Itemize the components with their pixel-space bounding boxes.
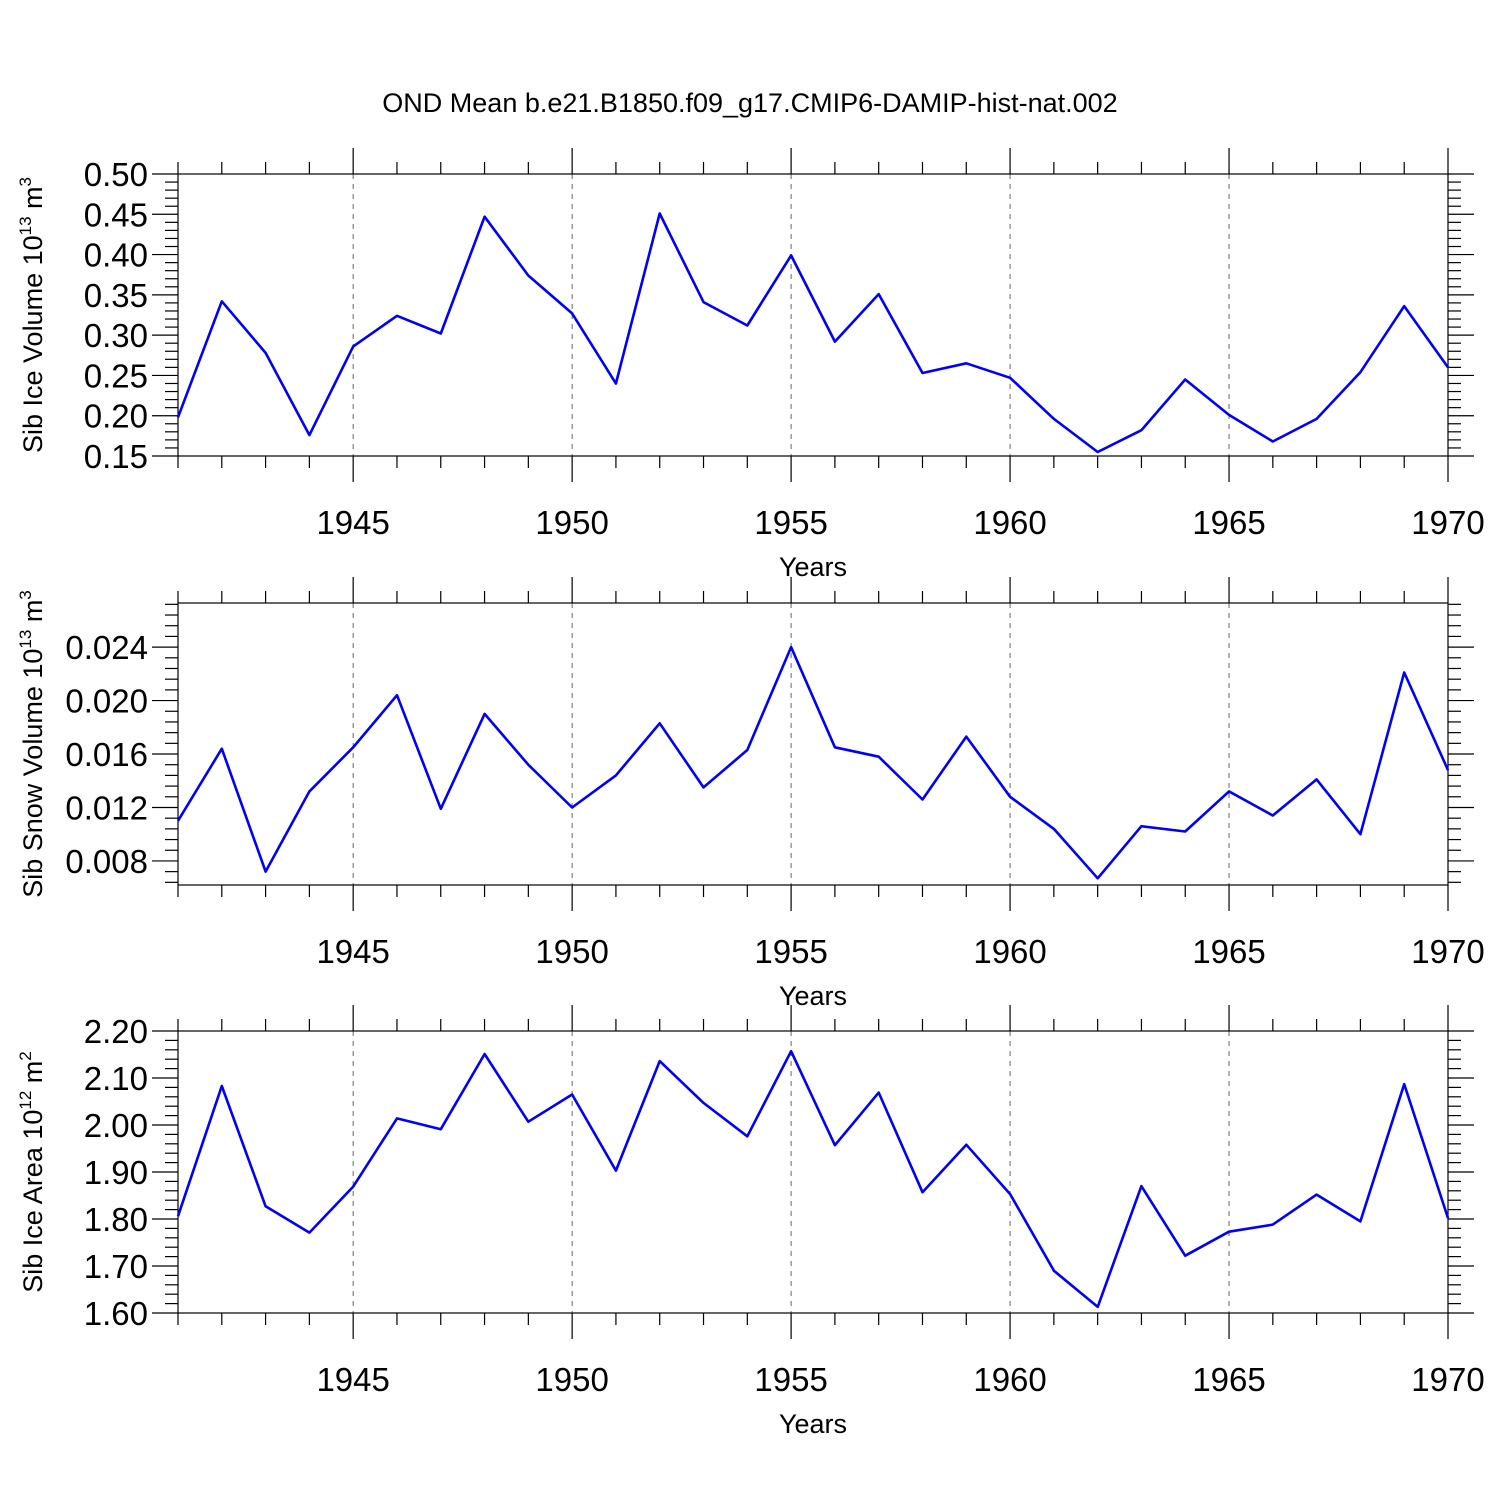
chart-panel-1: 1945 1950 1955 1960 1965 1970 0.150.20 0.250.30… bbox=[16, 148, 1485, 582]
y-tick-label: 0.020 bbox=[65, 683, 148, 720]
y-tick-label: 0.024 bbox=[65, 629, 148, 666]
x-tick-label: 1945 bbox=[316, 933, 389, 970]
y-axis-label: Sib Snow Volume 1013 m3 bbox=[16, 590, 48, 898]
x-tick-label: 1950 bbox=[535, 933, 608, 970]
y-tick-label: 1.80 bbox=[84, 1201, 148, 1238]
y-axis-label: Sib Ice Area 1012 m2 bbox=[16, 1051, 48, 1293]
x-tick-label: 1955 bbox=[754, 933, 827, 970]
series-line bbox=[176, 1049, 1450, 1309]
x-tick-label: 1965 bbox=[1192, 933, 1265, 970]
y-axis-label-text: Sib Snow Volume 10 bbox=[18, 649, 48, 898]
x-tick-label: 1950 bbox=[535, 504, 608, 541]
x-tick-label: 1970 bbox=[1411, 504, 1484, 541]
y-axis-label-exponent: 13 bbox=[16, 630, 35, 649]
x-tick-label: 1970 bbox=[1411, 1361, 1484, 1398]
figure-title: OND Mean b.e21.B1850.f09_g17.CMIP6-DAMIP… bbox=[382, 88, 1117, 118]
y-axis-label-exponent: 12 bbox=[16, 1091, 35, 1110]
x-tick-label: 1955 bbox=[754, 1361, 827, 1398]
y-axis-label-exponent: 13 bbox=[16, 216, 35, 235]
x-tick-label: 1945 bbox=[316, 504, 389, 541]
y-axis-label-text: Sib Ice Area 10 bbox=[18, 1110, 48, 1293]
y-tick-label: 1.90 bbox=[84, 1154, 148, 1191]
x-tick-label: 1970 bbox=[1411, 933, 1484, 970]
panels: 1945 1950 1955 1960 1965 1970 0.150.20 0.250.30… bbox=[16, 148, 1485, 1439]
y-tick-label: 2.10 bbox=[84, 1060, 148, 1097]
y-axis-label-text: Sib Ice Volume 10 bbox=[18, 235, 48, 453]
y-tick-label: 0.012 bbox=[65, 789, 148, 826]
y-tick-label: 0.30 bbox=[84, 317, 148, 354]
y-tick-label: 2.20 bbox=[84, 1013, 148, 1050]
y-tick-label: 0.008 bbox=[65, 843, 148, 880]
x-tick-label: 1945 bbox=[316, 1361, 389, 1398]
chart-panel-3: 1945 1950 1955 1960 1965 1970 1.60 1.70 1.80 1.90… bbox=[16, 1005, 1485, 1439]
plot-frame bbox=[177, 602, 1449, 886]
x-axis-label: Years bbox=[779, 552, 847, 582]
x-axis-label: Years bbox=[779, 1409, 847, 1439]
y-tick-label: 2.00 bbox=[84, 1107, 148, 1144]
y-tick-label: 0.45 bbox=[84, 196, 148, 233]
y-axis-label-unit-exponent: 3 bbox=[16, 177, 35, 186]
y-tick-label: 0.40 bbox=[84, 237, 148, 274]
y-tick-label: 0.20 bbox=[84, 398, 148, 435]
x-tick-label: 1965 bbox=[1192, 504, 1265, 541]
y-tick-label: 0.25 bbox=[84, 357, 148, 394]
y-tick-label: 1.70 bbox=[84, 1248, 148, 1285]
y-tick-label: 0.35 bbox=[84, 277, 148, 314]
y-tick-label: 0.15 bbox=[84, 438, 148, 475]
y-axis-label: Sib Ice Volume 1013 m3 bbox=[16, 177, 48, 453]
y-axis-label-unit: m bbox=[18, 186, 48, 216]
y-axis-label-unit-exponent: 2 bbox=[16, 1051, 35, 1060]
y-tick-label: 1.60 bbox=[84, 1295, 148, 1332]
y-tick-label: 0.016 bbox=[65, 736, 148, 773]
x-axis-label: Years bbox=[779, 981, 847, 1011]
x-tick-label: 1960 bbox=[973, 1361, 1046, 1398]
x-tick-label: 1950 bbox=[535, 1361, 608, 1398]
x-tick-label: 1960 bbox=[973, 504, 1046, 541]
chart-panel-2: 1945 1950 1955 1960 1965 1970 0.008 0.012 0.016 0… bbox=[16, 577, 1485, 1011]
series-line bbox=[176, 212, 1450, 454]
series-line bbox=[176, 645, 1450, 880]
x-tick-label: 1955 bbox=[754, 504, 827, 541]
x-tick-label: 1960 bbox=[973, 933, 1046, 970]
y-tick-label: 0.50 bbox=[84, 156, 148, 193]
y-axis-label-unit-exponent: 3 bbox=[16, 590, 35, 599]
y-axis-label-unit: m bbox=[18, 1061, 48, 1091]
x-tick-label: 1965 bbox=[1192, 1361, 1265, 1398]
plot-frame bbox=[177, 1030, 1449, 1314]
y-axis-label-unit: m bbox=[18, 600, 48, 630]
plot-frame bbox=[177, 173, 1449, 457]
